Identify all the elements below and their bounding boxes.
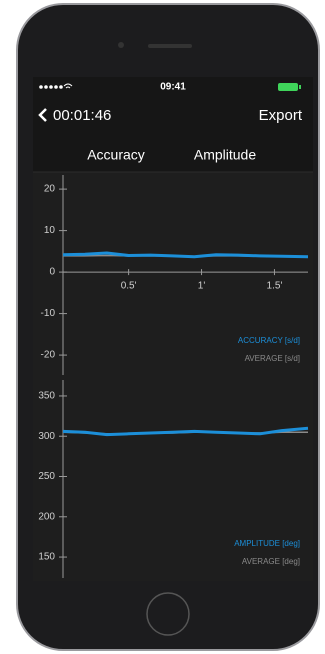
legend-label: AVERAGE [s/d] <box>245 354 300 363</box>
tab[interactable]: Amplitude <box>194 147 256 163</box>
y-tick-label: 250 <box>38 471 55 482</box>
x-tick-label: 1' <box>198 281 206 292</box>
y-tick-label: 300 <box>38 431 55 442</box>
x-tick-label: 0.5' <box>121 281 137 292</box>
y-tick-label: 350 <box>38 391 55 402</box>
y-tick-label: -20 <box>41 350 56 361</box>
phone-screenshot: 09:41 00:01:46 Export Accuracy Amplitude… <box>0 0 325 654</box>
legend-label: AMPLITUDE [deg] <box>234 539 300 548</box>
x-tick-label: 1.5' <box>267 281 283 292</box>
chart-panel <box>33 172 313 581</box>
y-tick-label: 20 <box>44 184 56 195</box>
battery <box>278 83 301 91</box>
camera <box>118 42 124 48</box>
y-tick-label: 10 <box>44 225 56 236</box>
y-tick-label: -10 <box>41 308 56 319</box>
tab[interactable]: Accuracy <box>87 147 145 163</box>
legend-label: ACCURACY [s/d] <box>238 336 300 345</box>
y-tick-label: 0 <box>49 267 55 278</box>
legend-label: AVERAGE [deg] <box>242 557 300 566</box>
export-button[interactable]: Export <box>259 107 303 124</box>
y-tick-label: 150 <box>38 552 55 563</box>
speaker <box>148 44 192 48</box>
back-button[interactable]: 00:01:46 <box>53 107 111 124</box>
y-tick-label: 200 <box>38 511 55 522</box>
status-time: 09:41 <box>160 82 186 93</box>
